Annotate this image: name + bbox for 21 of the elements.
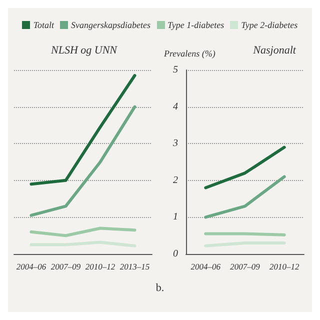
x-tick-label: 2010–12 [269,262,300,272]
x-tick-label: 2010–12 [85,262,116,272]
legend-label: Type 1-diabetes [166,19,224,32]
y-tick-label: 1 [173,212,178,223]
x-tick-label: 2013–15 [120,262,150,272]
text: b. [156,282,164,294]
x-tick-label: 2004–06 [190,262,222,272]
legend-label: Type 2-diabetes [240,19,298,32]
legend-label: Totalt [32,19,54,32]
y-tick-label: 2 [173,174,178,186]
legend-label: Svangerskapsdiabetes [70,19,150,32]
y-axis-title: Prevalens (%) [163,48,216,58]
y-tick-label: 5 [173,64,178,76]
y-tick-label: 4 [173,101,178,112]
x-tick-label: 2007–09 [230,262,261,272]
chart-title: NLSH og UNN [50,44,118,56]
x-tick-label: 2007–09 [50,262,82,272]
chart-title: Nasjonalt [252,44,297,56]
y-tick-label: 3 [172,138,178,150]
y-tick-label: 0 [173,248,178,260]
x-tick-label: 2004–06 [16,262,47,272]
